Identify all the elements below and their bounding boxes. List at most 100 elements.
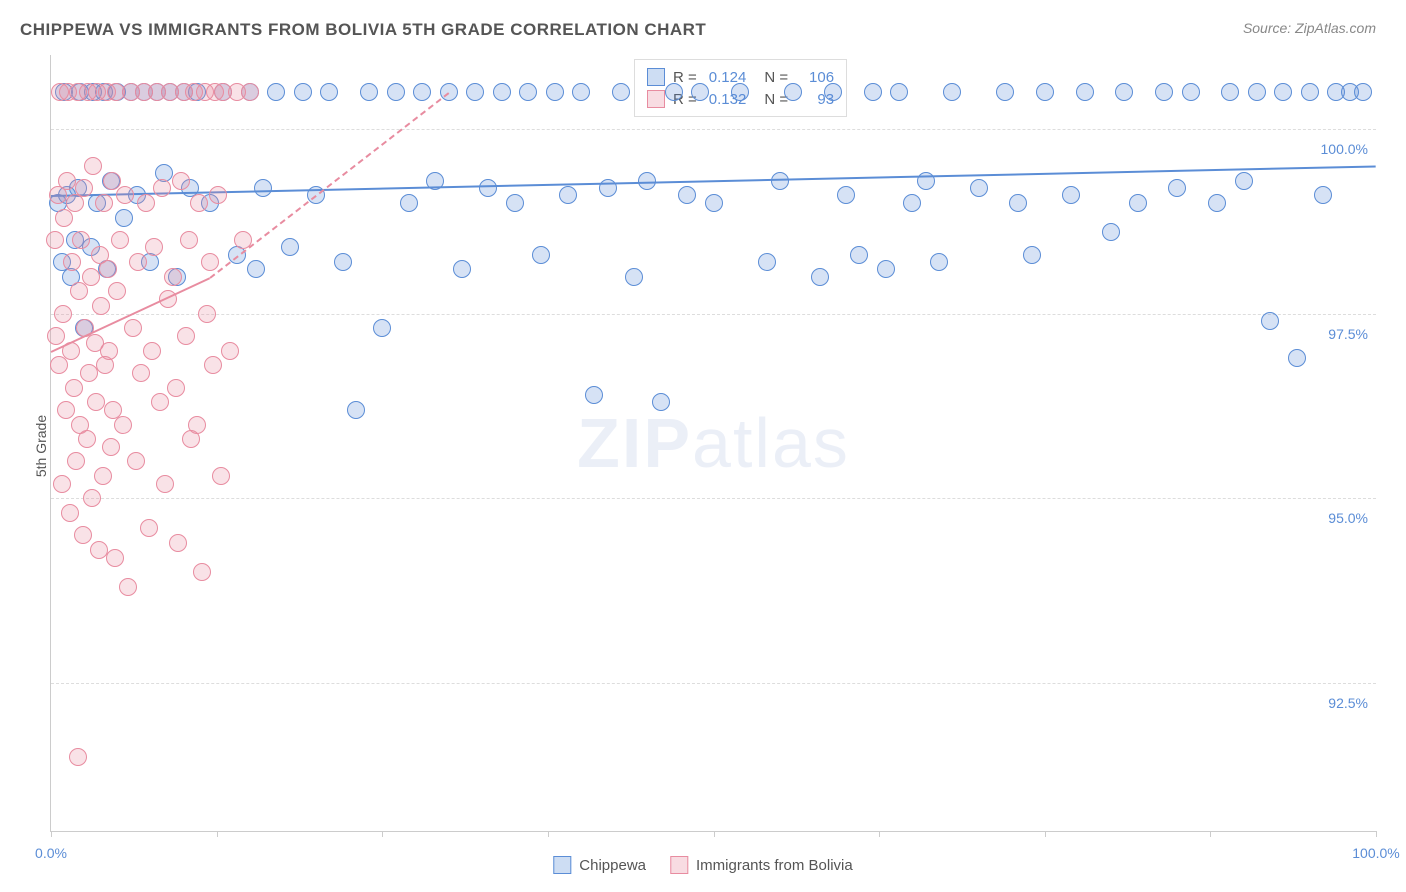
x-tick [1376,831,1377,837]
data-point [850,246,868,264]
data-point [102,438,120,456]
y-tick-label: 95.0% [1328,510,1368,526]
data-point [111,231,129,249]
x-tick [382,831,383,837]
data-point [209,186,227,204]
data-point [1208,194,1226,212]
data-point [532,246,550,264]
data-point [127,452,145,470]
data-point [108,282,126,300]
data-point [585,386,603,404]
data-point [75,179,93,197]
plot-area: ZIPatlas R =0.124N =106R =0.132N =93 92.… [50,55,1376,832]
data-point [129,253,147,271]
legend-n-label: N = [764,69,788,86]
data-point [665,83,683,101]
data-point [559,186,577,204]
data-point [1062,186,1080,204]
data-point [254,179,272,197]
data-point [103,172,121,190]
data-point [84,157,102,175]
data-point [1301,83,1319,101]
x-tick [1045,831,1046,837]
trend-line [209,92,449,278]
legend-item: Chippewa [553,856,646,874]
data-point [95,194,113,212]
data-point [119,578,137,596]
data-point [137,194,155,212]
data-point [198,305,216,323]
data-point [1115,83,1133,101]
legend-swatch [647,90,665,108]
x-tick [879,831,880,837]
data-point [82,268,100,286]
data-point [106,549,124,567]
data-point [1274,83,1292,101]
data-point [69,748,87,766]
data-point [145,238,163,256]
data-point [67,452,85,470]
watermark: ZIPatlas [577,403,850,483]
data-point [57,401,75,419]
x-tick [51,831,52,837]
data-point [413,83,431,101]
data-point [151,393,169,411]
data-point [678,186,696,204]
data-point [294,83,312,101]
data-point [546,83,564,101]
data-point [1221,83,1239,101]
x-tick [217,831,218,837]
data-point [811,268,829,286]
data-point [124,319,142,337]
data-point [193,563,211,581]
gridline [51,314,1376,315]
data-point [164,268,182,286]
data-point [212,467,230,485]
data-point [241,83,259,101]
chart-title: CHIPPEWA VS IMMIGRANTS FROM BOLIVIA 5TH … [20,20,706,40]
data-point [970,179,988,197]
data-point [78,430,96,448]
data-point [46,231,64,249]
data-point [1235,172,1253,190]
data-point [400,194,418,212]
legend-swatch [553,856,571,874]
data-point [87,393,105,411]
data-point [1036,83,1054,101]
data-point [996,83,1014,101]
legend-item: Immigrants from Bolivia [670,856,853,874]
data-point [50,356,68,374]
data-point [116,186,134,204]
data-point [1155,83,1173,101]
data-point [387,83,405,101]
series-legend: Chippewa Immigrants from Bolivia [553,856,852,874]
y-axis-label: 5th Grade [33,415,49,477]
x-tick-label: 100.0% [1352,845,1399,861]
data-point [506,194,524,212]
data-point [903,194,921,212]
x-tick [1210,831,1211,837]
data-point [890,83,908,101]
x-tick-label: 0.0% [35,845,67,861]
legend-label: Immigrants from Bolivia [696,857,853,874]
data-point [53,475,71,493]
legend-swatch [670,856,688,874]
data-point [1102,223,1120,241]
data-point [267,83,285,101]
data-point [140,519,158,537]
data-point [572,83,590,101]
data-point [373,319,391,337]
data-point [1023,246,1041,264]
data-point [705,194,723,212]
data-point [1182,83,1200,101]
data-point [100,342,118,360]
y-tick-label: 92.5% [1328,695,1368,711]
data-point [652,393,670,411]
data-point [334,253,352,271]
data-point [72,231,90,249]
data-point [172,172,190,190]
gridline [51,683,1376,684]
data-point [453,260,471,278]
data-point [204,356,222,374]
data-point [114,416,132,434]
